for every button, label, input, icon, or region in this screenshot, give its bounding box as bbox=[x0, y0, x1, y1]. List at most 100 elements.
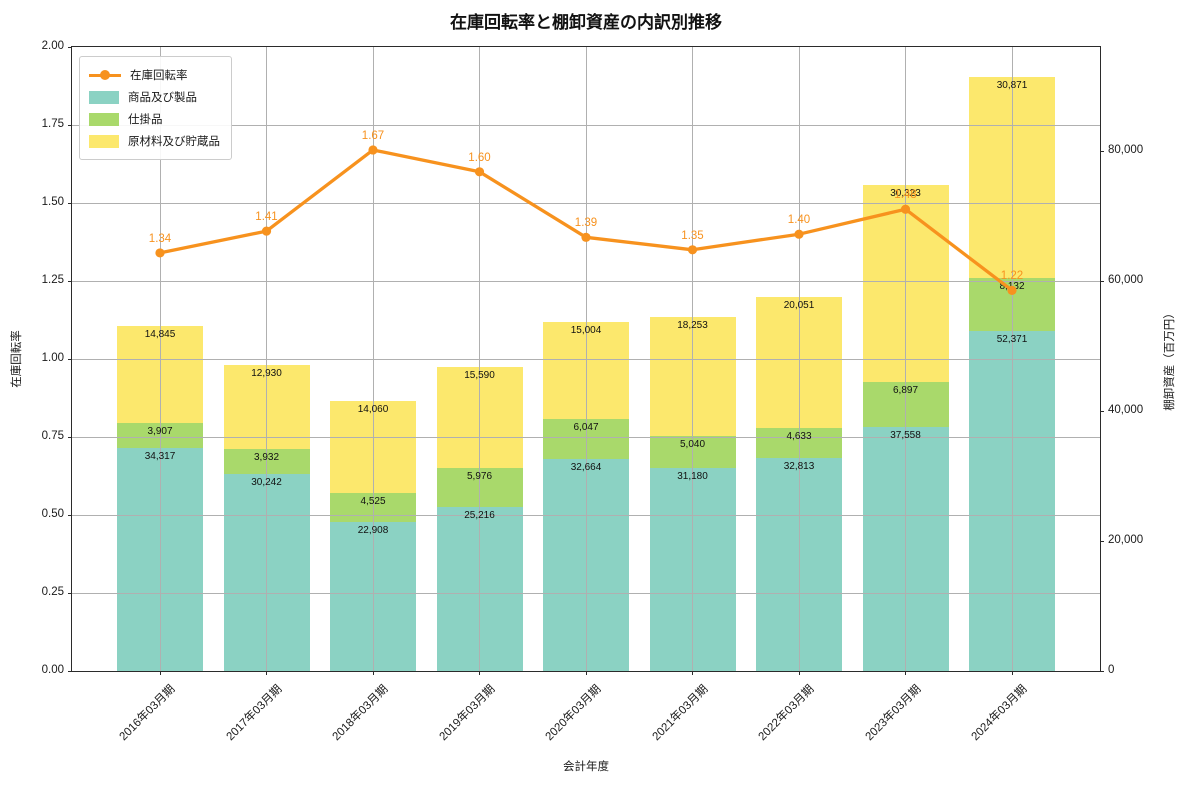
left-tick bbox=[68, 436, 72, 438]
bar-value-label: 6,897 bbox=[892, 385, 919, 397]
gridline-vertical bbox=[798, 47, 800, 671]
chart-title: 在庫回転率と棚卸資産の内訳別推移 bbox=[450, 13, 722, 32]
left-tick bbox=[68, 358, 72, 360]
turnover-marker bbox=[687, 245, 698, 255]
bar-value-label: 32,813 bbox=[783, 460, 815, 472]
x-tick bbox=[159, 671, 161, 675]
left-tick-label: 0.50 bbox=[41, 508, 64, 520]
left-tick bbox=[68, 202, 72, 204]
bar-value-label: 14,845 bbox=[144, 329, 176, 341]
left-tick-label: 1.00 bbox=[41, 352, 64, 364]
legend-item-原材料及び貯蔵品: 原材料及び貯蔵品 bbox=[89, 130, 220, 152]
x-tick bbox=[479, 671, 480, 675]
right-tick-label: 60,000 bbox=[1108, 274, 1144, 286]
gridline-vertical bbox=[266, 47, 267, 671]
turnover-value-label: 1.48 bbox=[894, 189, 917, 202]
legend-patch-icon bbox=[89, 134, 119, 148]
bar-value-label: 15,004 bbox=[570, 324, 602, 336]
turnover-value-label: 1.35 bbox=[681, 229, 704, 242]
bar-value-label: 15,590 bbox=[464, 369, 495, 381]
bar-value-label: 20,051 bbox=[783, 300, 815, 312]
turnover-marker bbox=[474, 167, 485, 177]
x-tick bbox=[692, 671, 693, 675]
turnover-value-label: 1.40 bbox=[787, 214, 811, 227]
left-tick-label: 0.00 bbox=[41, 664, 64, 676]
bar-value-label: 22,908 bbox=[357, 525, 389, 537]
turnover-value-label: 1.67 bbox=[361, 129, 385, 142]
left-tick-label: 0.75 bbox=[41, 430, 64, 442]
right-tick bbox=[1100, 150, 1104, 152]
bar-value-label: 5,040 bbox=[679, 438, 706, 450]
bar-value-label: 3,907 bbox=[147, 425, 173, 437]
legend-line-sample-icon bbox=[89, 70, 121, 80]
right-tick-label: 20,000 bbox=[1108, 534, 1144, 546]
bar-value-label: 5,976 bbox=[466, 471, 493, 483]
gridline-vertical bbox=[585, 47, 587, 671]
bar-value-label: 34,317 bbox=[144, 450, 176, 462]
bar-value-label: 30,242 bbox=[251, 477, 282, 489]
left-tick bbox=[68, 514, 72, 516]
right-tick bbox=[1100, 410, 1104, 412]
turnover-marker bbox=[261, 226, 272, 236]
turnover-value-label: 1.34 bbox=[148, 232, 172, 245]
left-tick bbox=[68, 592, 72, 594]
bar-value-label: 14,060 bbox=[357, 404, 389, 416]
bar-value-label: 4,525 bbox=[360, 495, 386, 507]
turnover-marker bbox=[368, 145, 378, 155]
legend-item-商品及び製品: 商品及び製品 bbox=[89, 86, 220, 108]
left-tick-label: 1.50 bbox=[41, 196, 64, 208]
legend-item-line: 在庫回転率 bbox=[89, 64, 220, 86]
bar-value-label: 18,253 bbox=[677, 319, 708, 331]
turnover-value-label: 1.41 bbox=[255, 211, 278, 224]
gridline-vertical bbox=[692, 47, 693, 671]
left-tick bbox=[68, 124, 72, 126]
legend-patch-icon bbox=[89, 90, 119, 104]
turnover-marker bbox=[794, 229, 804, 239]
legend-label: 商品及び製品 bbox=[128, 92, 197, 104]
x-tick bbox=[372, 671, 374, 675]
gridline-vertical bbox=[159, 47, 161, 671]
turnover-marker bbox=[155, 248, 165, 258]
turnover-marker bbox=[900, 204, 911, 214]
x-tick bbox=[798, 671, 800, 675]
legend-patch-icon bbox=[89, 112, 119, 126]
left-tick bbox=[68, 46, 72, 48]
left-tick bbox=[68, 280, 72, 282]
bar-value-label: 32,664 bbox=[570, 461, 602, 473]
x-axis-title: 会計年度 bbox=[563, 761, 609, 773]
bar-value-label: 30,323 bbox=[890, 187, 921, 199]
gridline-vertical bbox=[905, 47, 906, 671]
bar-value-label: 31,180 bbox=[677, 471, 708, 483]
gridline-vertical bbox=[372, 47, 374, 671]
right-tick-label: 0 bbox=[1108, 664, 1115, 676]
turnover-marker bbox=[1007, 285, 1017, 295]
right-tick-label: 40,000 bbox=[1108, 404, 1144, 416]
left-tick-label: 2.00 bbox=[41, 40, 64, 52]
right-tick bbox=[1100, 280, 1104, 282]
bar-value-label: 37,558 bbox=[890, 429, 921, 441]
right-tick bbox=[1100, 540, 1104, 542]
left-tick bbox=[68, 670, 72, 672]
bar-value-label: 30,871 bbox=[996, 80, 1028, 92]
bar-value-label: 52,371 bbox=[996, 333, 1028, 345]
bar-value-label: 25,216 bbox=[464, 510, 495, 522]
bar-value-label: 3,932 bbox=[253, 451, 280, 463]
bar-value-label: 6,047 bbox=[573, 422, 599, 434]
gridline-vertical bbox=[479, 47, 480, 671]
x-tick bbox=[1011, 671, 1013, 675]
turnover-value-label: 1.60 bbox=[468, 151, 491, 164]
bar-value-label: 4,633 bbox=[786, 430, 812, 442]
legend-item-仕掛品: 仕掛品 bbox=[89, 108, 220, 130]
left-tick-label: 1.25 bbox=[41, 274, 64, 286]
x-tick bbox=[905, 671, 906, 675]
left-tick-label: 0.25 bbox=[41, 586, 64, 598]
legend: 在庫回転率商品及び製品 仕掛品原材料及び貯蔵品 bbox=[79, 56, 232, 160]
right-tick-label: 80,000 bbox=[1108, 144, 1144, 156]
legend-label: 仕掛品 bbox=[128, 114, 163, 126]
turnover-marker bbox=[581, 232, 591, 242]
legend-label: 原材料及び貯蔵品 bbox=[128, 136, 220, 148]
left-tick-label: 1.75 bbox=[41, 118, 64, 130]
gridline-vertical bbox=[1011, 47, 1013, 671]
